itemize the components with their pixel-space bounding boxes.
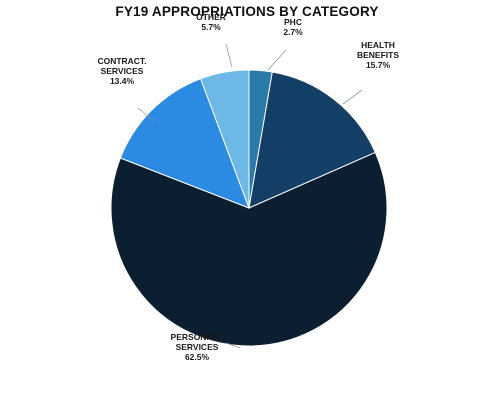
slice-value-label: 62.5% bbox=[185, 352, 210, 362]
chart-title: FY19 APPROPRIATIONS BY CATEGORY bbox=[115, 4, 378, 19]
slice-value-label: 2.7% bbox=[283, 27, 303, 37]
label-leader-lines bbox=[137, 43, 363, 349]
slice-value-label: 5.7% bbox=[201, 22, 221, 32]
slice-value-label: 15.7% bbox=[366, 60, 391, 70]
slice-labels: PHC2.7%HEALTHBENEFITS15.7%PERSONNELSERVI… bbox=[97, 12, 399, 362]
pie-slice-other bbox=[199, 69, 250, 209]
slice-category-label: SERVICES bbox=[176, 342, 219, 352]
slice-category-label: HEALTH bbox=[361, 40, 395, 50]
pie-slice-health-benefits bbox=[248, 71, 376, 209]
slice-category-label: OTHER bbox=[196, 12, 226, 22]
slice-category-label: PERSONNEL bbox=[171, 332, 224, 342]
leader-line-health-benefits bbox=[342, 89, 363, 105]
leader-line-personnel-services bbox=[225, 342, 241, 349]
pie-slice-contract-services bbox=[119, 78, 250, 209]
leader-line-phc bbox=[267, 49, 287, 71]
slice-category-label: SERVICES bbox=[101, 66, 144, 76]
slice-category-label: PHC bbox=[284, 17, 302, 27]
leader-line-other bbox=[225, 43, 233, 68]
pie-slices bbox=[110, 69, 388, 347]
slice-category-label: BENEFITS bbox=[357, 50, 399, 60]
slice-value-label: 13.4% bbox=[110, 76, 135, 86]
pie-slice-personnel-services bbox=[110, 151, 388, 347]
leader-line-contract-services bbox=[137, 107, 155, 122]
slice-category-label: CONTRACT. bbox=[97, 56, 146, 66]
